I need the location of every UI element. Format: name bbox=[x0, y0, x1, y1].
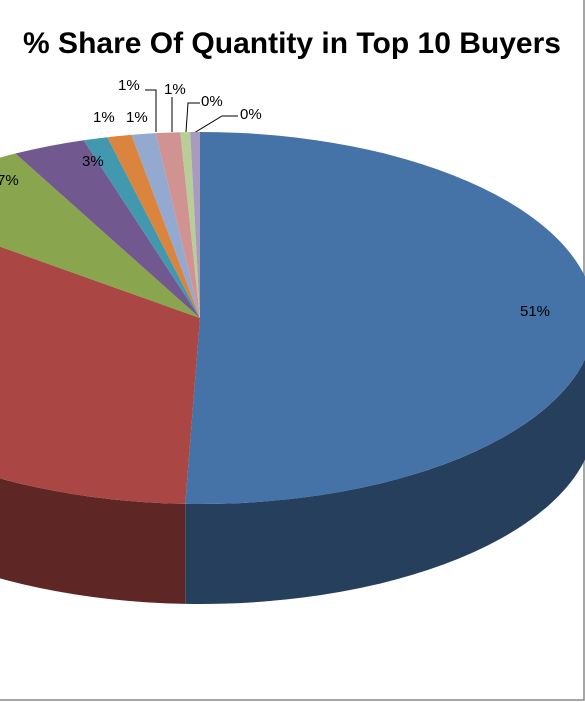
data-label: 3% bbox=[82, 153, 104, 170]
leader-lines bbox=[145, 89, 238, 134]
chart-title: % Share Of Quantity in Top 10 Buyers bbox=[23, 27, 561, 60]
data-label: 1% bbox=[118, 77, 140, 94]
slice bbox=[190, 132, 200, 318]
slice bbox=[0, 153, 200, 318]
slice bbox=[131, 133, 200, 318]
slice-side bbox=[0, 478, 186, 604]
slice bbox=[15, 140, 200, 318]
data-label: 0% bbox=[201, 93, 223, 110]
slice bbox=[83, 137, 200, 318]
slice-side bbox=[185, 359, 585, 604]
slice bbox=[107, 134, 200, 318]
slice bbox=[155, 132, 200, 318]
data-label: 1% bbox=[93, 109, 115, 126]
data-label: 0% bbox=[240, 106, 262, 123]
leader-line bbox=[145, 89, 157, 132]
data-label: 7% bbox=[0, 172, 19, 189]
slice bbox=[185, 132, 585, 504]
leader-line bbox=[193, 115, 238, 134]
data-label: 51% bbox=[520, 303, 550, 320]
data-label: 1% bbox=[164, 81, 186, 98]
leader-line bbox=[185, 102, 200, 133]
slice bbox=[0, 246, 200, 504]
data-label: 1% bbox=[126, 109, 148, 126]
slice bbox=[180, 132, 200, 318]
